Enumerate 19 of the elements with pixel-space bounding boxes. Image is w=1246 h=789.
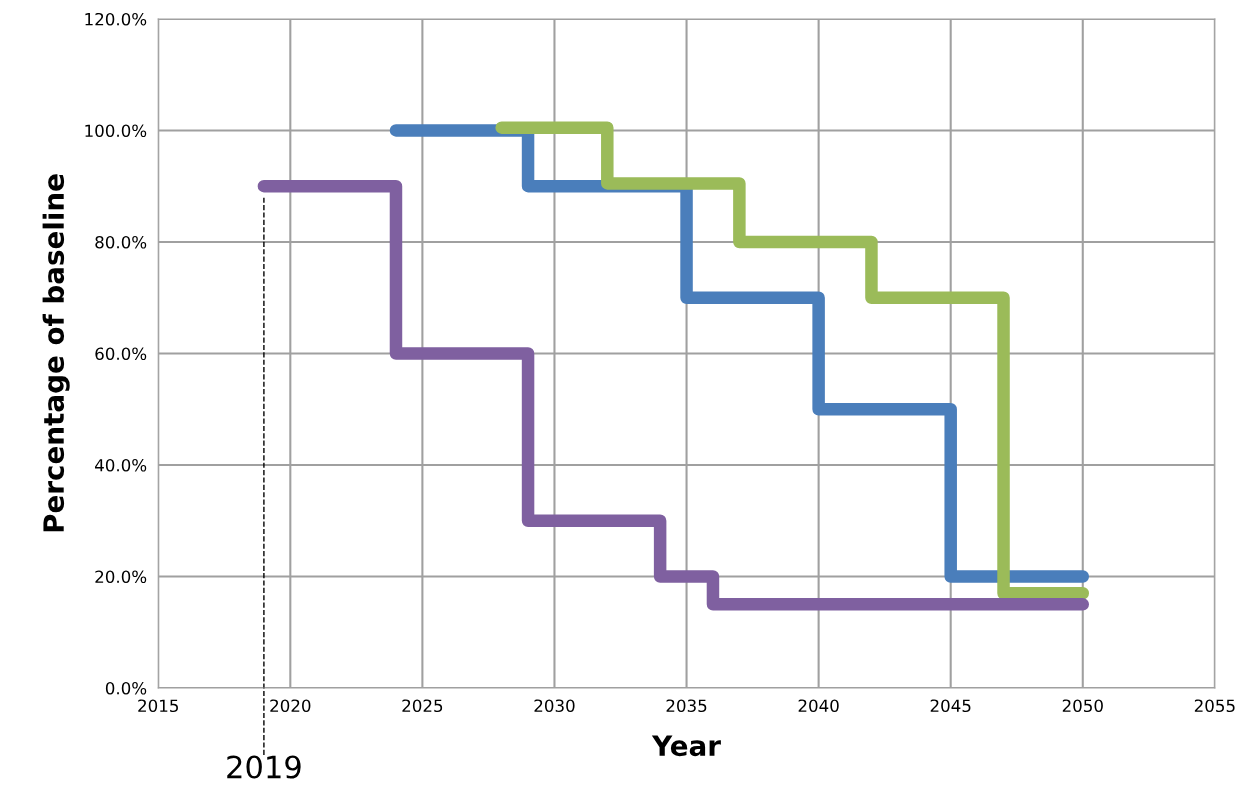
- x-tick-label: 2035: [666, 699, 707, 713]
- x-tick-label: 2050: [1062, 699, 1103, 713]
- x-tick-label: 2045: [930, 699, 971, 713]
- y-tick-label: 100.0%: [85, 124, 147, 138]
- y-tick-label: 80.0%: [95, 235, 147, 249]
- y-tick-label: 0.0%: [105, 681, 147, 695]
- y-tick-label: 60.0%: [95, 347, 147, 361]
- x-tick-label: 2025: [402, 699, 443, 713]
- y-axis-title: Percentage of baseline: [42, 174, 70, 532]
- y-tick-label: 20.0%: [95, 570, 147, 584]
- y-tick-label: 40.0%: [95, 458, 147, 472]
- y-tick-label: 120.0%: [85, 12, 147, 26]
- ref-line-label: 2019: [227, 755, 301, 779]
- x-tick-label: 2040: [798, 699, 839, 713]
- x-tick-label: 2055: [1194, 699, 1235, 713]
- x-tick-label: 2015: [138, 699, 178, 713]
- x-tick-label: 2020: [270, 699, 311, 713]
- x-tick-label: 2030: [534, 699, 575, 713]
- x-axis-title: Year: [651, 735, 721, 757]
